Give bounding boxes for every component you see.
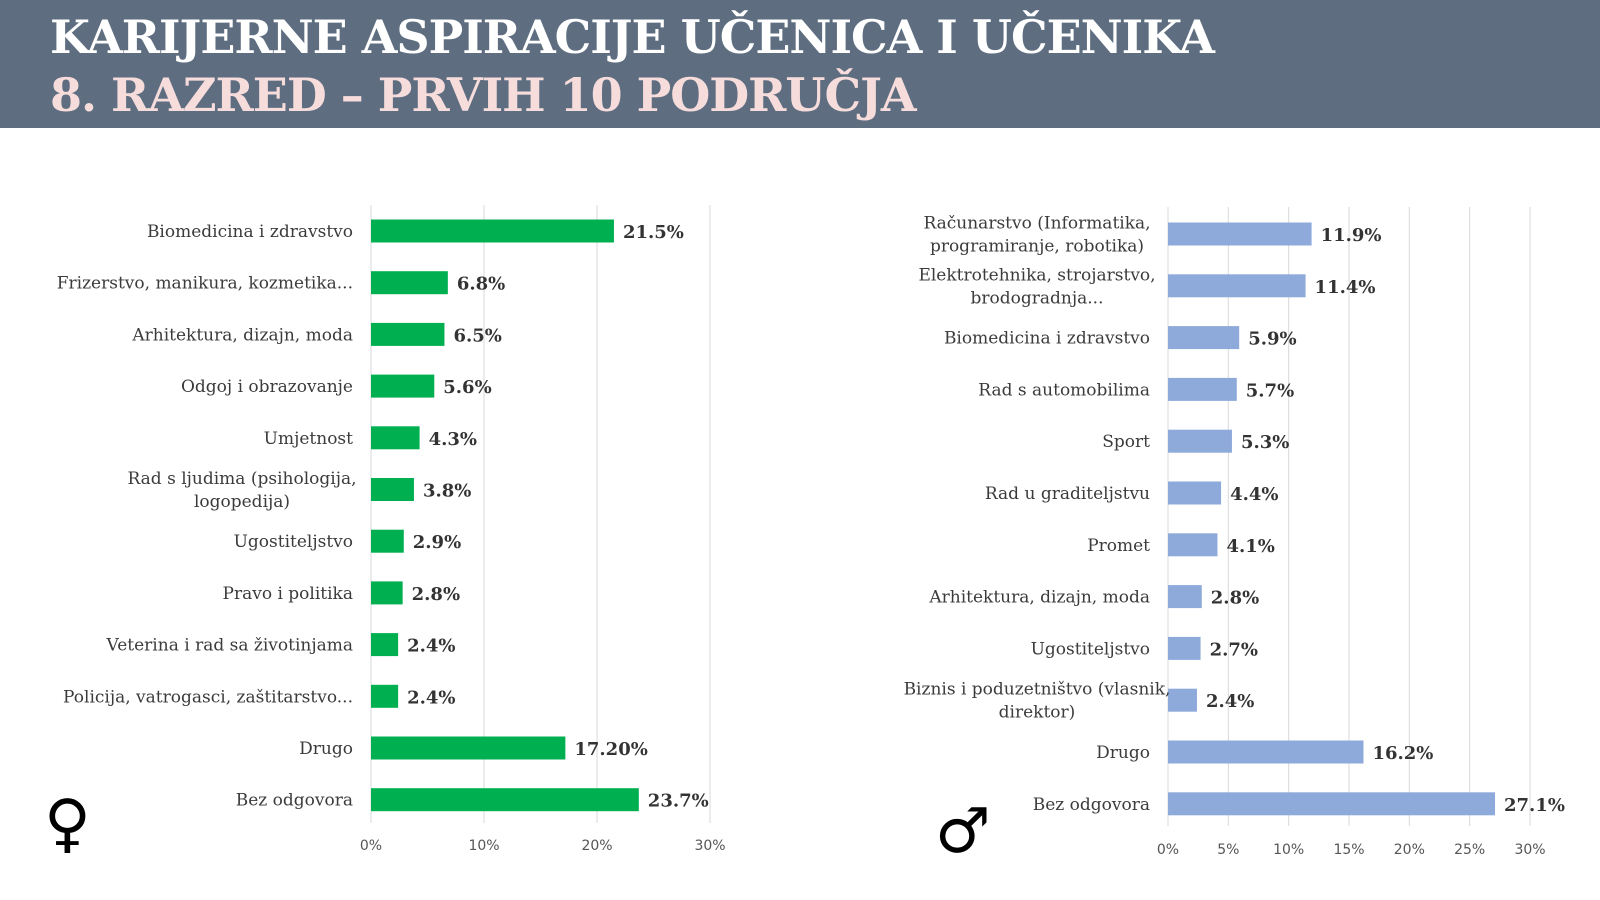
x-tick-label: 10% — [1273, 842, 1304, 858]
data-label: 2.8% — [412, 584, 460, 605]
bar — [1168, 222, 1312, 246]
bar — [371, 322, 445, 346]
female-symbol-icon: ♀ — [44, 787, 91, 861]
x-tick-label: 20% — [1394, 842, 1425, 858]
category-label: Frizerstvo, manikura, kozmetika... — [57, 274, 353, 294]
x-tick-label: 15% — [1333, 842, 1364, 858]
category-label: Ugostiteljstvo — [1031, 639, 1150, 659]
data-label: 4.3% — [429, 429, 477, 450]
category-label: Biomedicina i zdravstvo — [147, 222, 353, 242]
category-label: Pravo i politika — [223, 584, 353, 604]
category-label: direktor) — [999, 703, 1076, 723]
category-label: Bez odgovora — [236, 791, 353, 811]
bar — [371, 736, 566, 760]
category-label: Rad s ljudima (psihologija, — [127, 469, 356, 489]
category-label: Bez odgovora — [1033, 795, 1150, 815]
bar — [1168, 740, 1364, 764]
bar — [371, 271, 448, 295]
x-tick-label: 25% — [1454, 842, 1485, 858]
bar — [1168, 377, 1237, 401]
page-subtitle: 8. RAZRED – PRVIH 10 PODRUČJA — [50, 68, 917, 122]
category-label: programiranje, robotika) — [930, 237, 1144, 257]
bar — [1168, 792, 1496, 816]
x-tick-label: 20% — [581, 838, 612, 854]
data-label: 2.4% — [1206, 691, 1254, 712]
category-label: Ugostiteljstvo — [234, 532, 353, 552]
bar — [1168, 326, 1240, 350]
bar — [1168, 429, 1232, 453]
category-label: Biomedicina i zdravstvo — [944, 329, 1150, 349]
bar — [371, 426, 420, 450]
category-label: Umjetnost — [264, 429, 354, 449]
page-title: KARIJERNE ASPIRACIJE UČENICA I UČENIKA — [50, 10, 1215, 64]
bar — [1168, 533, 1218, 557]
data-label: 4.4% — [1230, 484, 1278, 505]
x-tick-label: 30% — [1514, 842, 1545, 858]
bar — [371, 219, 614, 243]
bar — [371, 581, 403, 605]
x-tick-label: 5% — [1217, 842, 1239, 858]
bar — [1168, 636, 1201, 660]
category-label: Promet — [1087, 536, 1150, 556]
bar — [1168, 274, 1306, 298]
bar — [1168, 585, 1202, 609]
x-tick-label: 10% — [468, 838, 499, 854]
data-label: 6.5% — [453, 325, 501, 346]
data-label: 2.4% — [407, 636, 455, 657]
category-label: Policija, vatrogasci, zaštitarstvo... — [63, 687, 353, 707]
category-label: Veterina i rad sa životinjama — [106, 636, 353, 656]
category-label: Rad u graditeljstvu — [985, 484, 1150, 504]
category-label: Računarstvo (Informatika, — [923, 214, 1150, 234]
category-label: Arhitektura, dizajn, moda — [131, 325, 353, 345]
data-label: 4.1% — [1226, 536, 1274, 557]
data-label: 11.4% — [1315, 277, 1376, 298]
data-label: 5.7% — [1246, 380, 1294, 401]
female-bar-chart: 0% 10% 20% 30% 21.5% Biomedicina i zdravstvo 6… — [57, 205, 726, 854]
bar — [371, 529, 404, 553]
category-label: Biznis i poduzetništvo (vlasnik, — [904, 680, 1171, 700]
data-label: 27.1% — [1504, 795, 1565, 816]
category-label: Elektrotehnika, strojarstvo, — [918, 265, 1155, 285]
category-label: Rad s automobilima — [978, 380, 1150, 400]
bar — [371, 684, 399, 708]
x-tick-label: 30% — [694, 838, 725, 854]
data-label: 5.9% — [1248, 329, 1296, 350]
x-tick-label: 0% — [360, 838, 382, 854]
x-tick-label: 0% — [1157, 842, 1179, 858]
category-label: logopedija) — [194, 492, 290, 512]
category-label: brodogradnja... — [971, 288, 1104, 308]
data-label: 23.7% — [648, 791, 709, 812]
data-label: 6.8% — [457, 274, 505, 295]
bar — [371, 478, 414, 501]
data-label: 5.6% — [443, 377, 491, 398]
data-label: 2.8% — [1211, 588, 1259, 609]
data-label: 17.20% — [574, 739, 647, 760]
bar — [1168, 688, 1197, 712]
category-label: Odgoj i obrazovanje — [181, 377, 353, 397]
data-label: 21.5% — [623, 222, 684, 243]
category-label: Sport — [1102, 432, 1150, 452]
category-label: Arhitektura, dizajn, moda — [928, 588, 1150, 608]
data-label: 11.9% — [1321, 225, 1382, 246]
male-symbol-icon: ♂ — [935, 794, 991, 867]
bar — [371, 788, 639, 812]
data-label: 5.3% — [1241, 432, 1289, 453]
bar — [1168, 481, 1222, 505]
data-label: 2.4% — [407, 687, 455, 708]
title-banner — [0, 0, 1600, 128]
data-label: 2.9% — [413, 532, 461, 553]
bar — [371, 374, 435, 398]
bar — [371, 633, 399, 657]
category-label: Drugo — [299, 739, 353, 759]
data-label: 2.7% — [1210, 639, 1258, 660]
data-label: 16.2% — [1372, 743, 1433, 764]
data-label: 3.8% — [423, 481, 471, 502]
category-label: Drugo — [1096, 743, 1150, 763]
